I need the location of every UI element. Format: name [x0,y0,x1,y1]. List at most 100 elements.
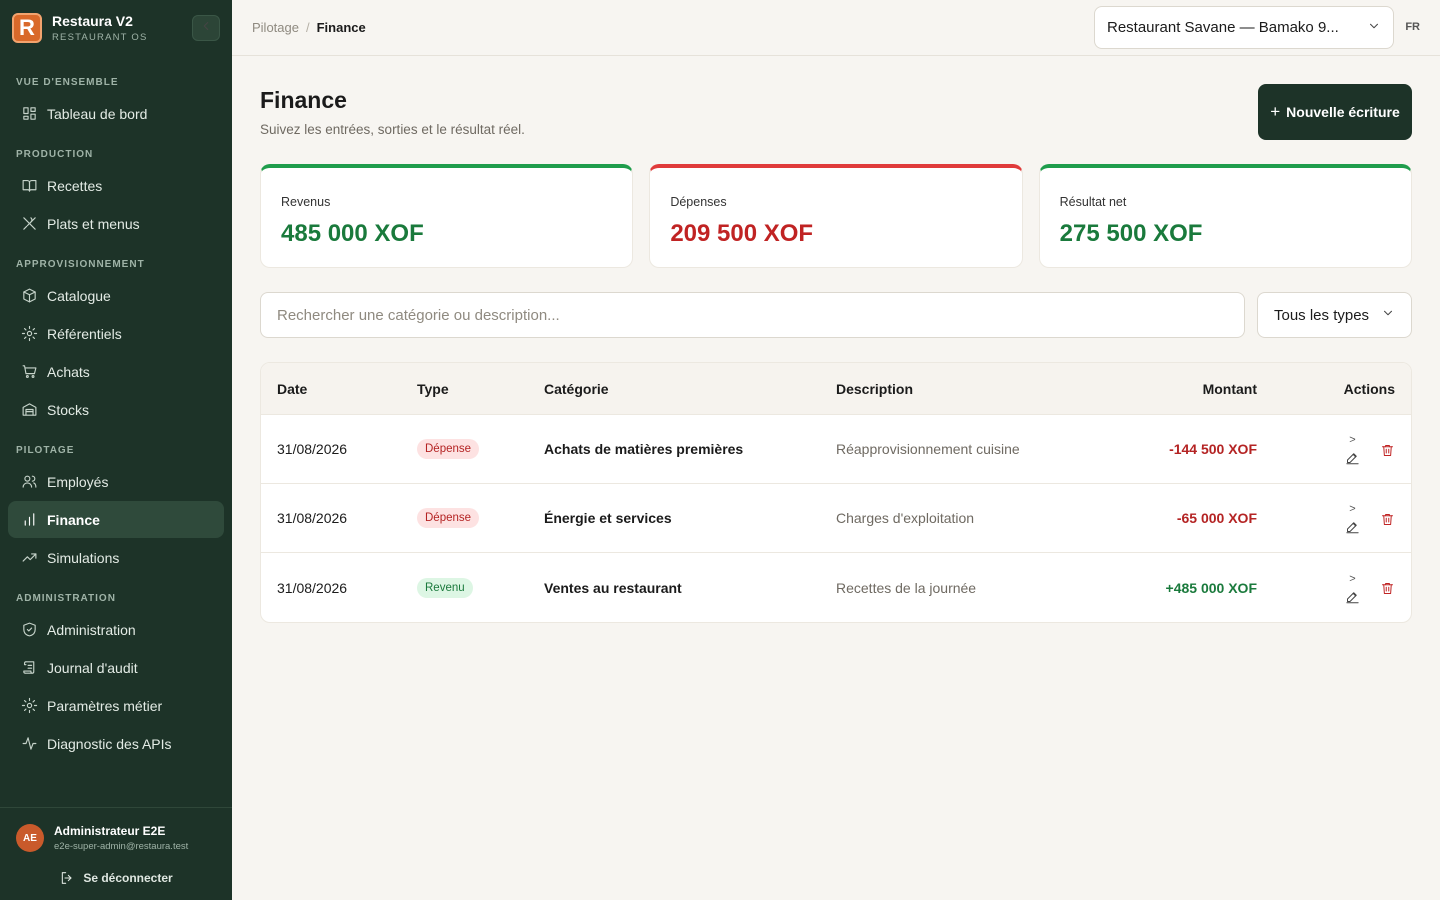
avatar: AE [16,824,44,852]
breadcrumb: Pilotage / Finance [252,20,366,35]
sidebar-item-simulations[interactable]: Simulations [8,539,224,576]
kpi-expenses-label: Dépenses [670,195,727,209]
kpi-revenue: Revenus 485 000 XOF [260,164,634,268]
edit-button[interactable]: > [1345,572,1360,607]
brand-text: Restaura V2 RESTAURANT OS [52,13,147,43]
kpi-net-value: 275 500 XOF [1059,220,1203,247]
breadcrumb-current: Finance [316,20,366,35]
sidebar-item-purchases[interactable]: Achats [8,353,224,390]
user-block: AE Administrateur E2E e2e-super-admin@re… [0,807,232,900]
chevron-down-icon [1381,306,1395,324]
edit-prefix: > [1349,572,1356,585]
sidebar-item-label: Référentiels [47,325,122,342]
cell-description: Réapprovisionnement cuisine [836,441,1020,457]
utensils-icon [20,215,38,233]
sidebar-item-stocks[interactable]: Stocks [8,391,224,428]
type-badge: Dépense [417,439,480,459]
cell-description: Recettes de la journée [836,579,977,596]
column-header-type[interactable]: Type [417,380,449,397]
pencil-icon [1345,446,1360,468]
logout-button[interactable]: Se déconnecter [16,870,216,886]
delete-button[interactable] [1380,512,1395,530]
sidebar-item-api-diagnostics[interactable]: Diagnostic des APIs [8,725,224,762]
trash-icon [1380,513,1395,530]
sidebar-item-employees[interactable]: Employés [8,463,224,500]
column-header-description[interactable]: Description [836,380,914,397]
sidebar-item-administration[interactable]: Administration [8,611,224,648]
cell-type: Dépense [417,439,544,459]
collapse-sidebar-button[interactable] [192,15,220,41]
filters: Tous les types [260,292,1412,338]
pulse-icon [20,735,38,753]
sidebar-item-label: Plats et menus [47,215,140,232]
cell-type: Dépense [417,508,544,528]
sidebar-item-referentials[interactable]: Référentiels [8,315,224,352]
brand-logo[interactable]: R [12,13,42,43]
type-filter-value: Tous les types [1274,306,1370,324]
brand: R Restaura V2 RESTAURANT OS [0,0,232,56]
breadcrumb-parent[interactable]: Pilotage [252,20,299,35]
table-row: 31/08/2026 Dépense Énergie et services C… [261,484,1411,553]
cell-date: 31/08/2026 [277,441,348,457]
sidebar-item-finance[interactable]: Finance [8,501,224,538]
nav-section-production: PRODUCTION [16,149,94,160]
column-header-amount[interactable]: Montant [1202,380,1257,397]
sidebar-item-dashboard[interactable]: Tableau de bord [8,95,224,132]
restaurant-select-value: Restaurant Savane — Bamako 9... [1107,19,1339,36]
brand-name: Restaura V2 [52,13,133,29]
warehouse-icon [20,401,38,419]
nav-section-administration: ADMINISTRATION [16,593,116,604]
new-entry-button[interactable]: + Nouvelle écriture [1258,84,1412,140]
nav-section-pilotage: PILOTAGE [16,445,75,456]
dashboard-icon [20,105,38,123]
edit-button[interactable]: > [1345,504,1360,537]
brand-subtitle: RESTAURANT OS [52,32,148,43]
restaurant-select[interactable]: Restaurant Savane — Bamako 9... [1094,6,1394,49]
column-header-date[interactable]: Date [277,380,308,397]
table-row: 31/08/2026 Revenu Ventes au restaurant R… [261,553,1411,622]
sidebar-item-dishes[interactable]: Plats et menus [8,205,224,242]
kpi-net-label: Résultat net [1059,195,1127,209]
sidebar-item-business-settings[interactable]: Paramètres métier [8,687,224,724]
finance-table: Date Type Catégorie Description Montant … [260,362,1412,623]
search-input[interactable] [260,292,1245,338]
language-switch[interactable]: FR [1405,21,1420,33]
cell-actions: > [1257,499,1411,537]
type-badge: Dépense [417,508,480,528]
user-email: e2e-super-admin@restaura.test [54,841,189,852]
nav-section-supply: APPROVISIONNEMENT [16,259,145,270]
book-icon [20,177,38,195]
sidebar-item-label: Paramètres métier [47,697,163,714]
sidebar-item-label: Tableau de bord [47,105,148,122]
kpi-net: Résultat net 275 500 XOF [1038,164,1412,268]
sidebar-item-label: Administration [47,621,136,638]
sidebar-nav: VUE D'ENSEMBLE Tableau de bord PRODUCTIO… [0,56,232,807]
sidebar-item-audit-log[interactable]: Journal d'audit [8,649,224,686]
cell-category: Énergie et services [544,510,672,526]
cell-description: Charges d'exploitation [836,510,975,526]
table-header: Date Type Catégorie Description Montant … [261,363,1411,415]
edit-button[interactable]: > [1345,435,1360,468]
cell-actions: > [1257,569,1411,607]
cell-category: Ventes au restaurant [544,579,682,596]
type-filter-select[interactable]: Tous les types [1257,292,1412,338]
column-header-actions: Actions [1343,380,1395,397]
cell-amount: -65 000 XOF [1176,510,1257,526]
users-icon [20,473,38,491]
sidebar-item-recipes[interactable]: Recettes [8,167,224,204]
sidebar: R Restaura V2 RESTAURANT OS VUE D'ENSEMB… [0,0,232,900]
sidebar-item-label: Simulations [47,549,120,566]
sidebar-item-catalogue[interactable]: Catalogue [8,277,224,314]
edit-prefix: > [1349,503,1356,515]
delete-button[interactable] [1380,443,1395,461]
sidebar-item-label: Catalogue [47,287,111,304]
nav-section-overview: VUE D'ENSEMBLE [16,77,119,88]
sidebar-item-label: Achats [47,363,90,380]
trash-icon [1380,444,1395,461]
column-header-category[interactable]: Catégorie [544,380,609,397]
sidebar-item-label: Stocks [47,401,90,418]
delete-button[interactable] [1380,581,1395,599]
sidebar-item-label: Employés [47,473,109,490]
main-content: Finance Suivez les entrées, sorties et l… [260,56,1412,623]
cell-date: 31/08/2026 [277,579,348,596]
